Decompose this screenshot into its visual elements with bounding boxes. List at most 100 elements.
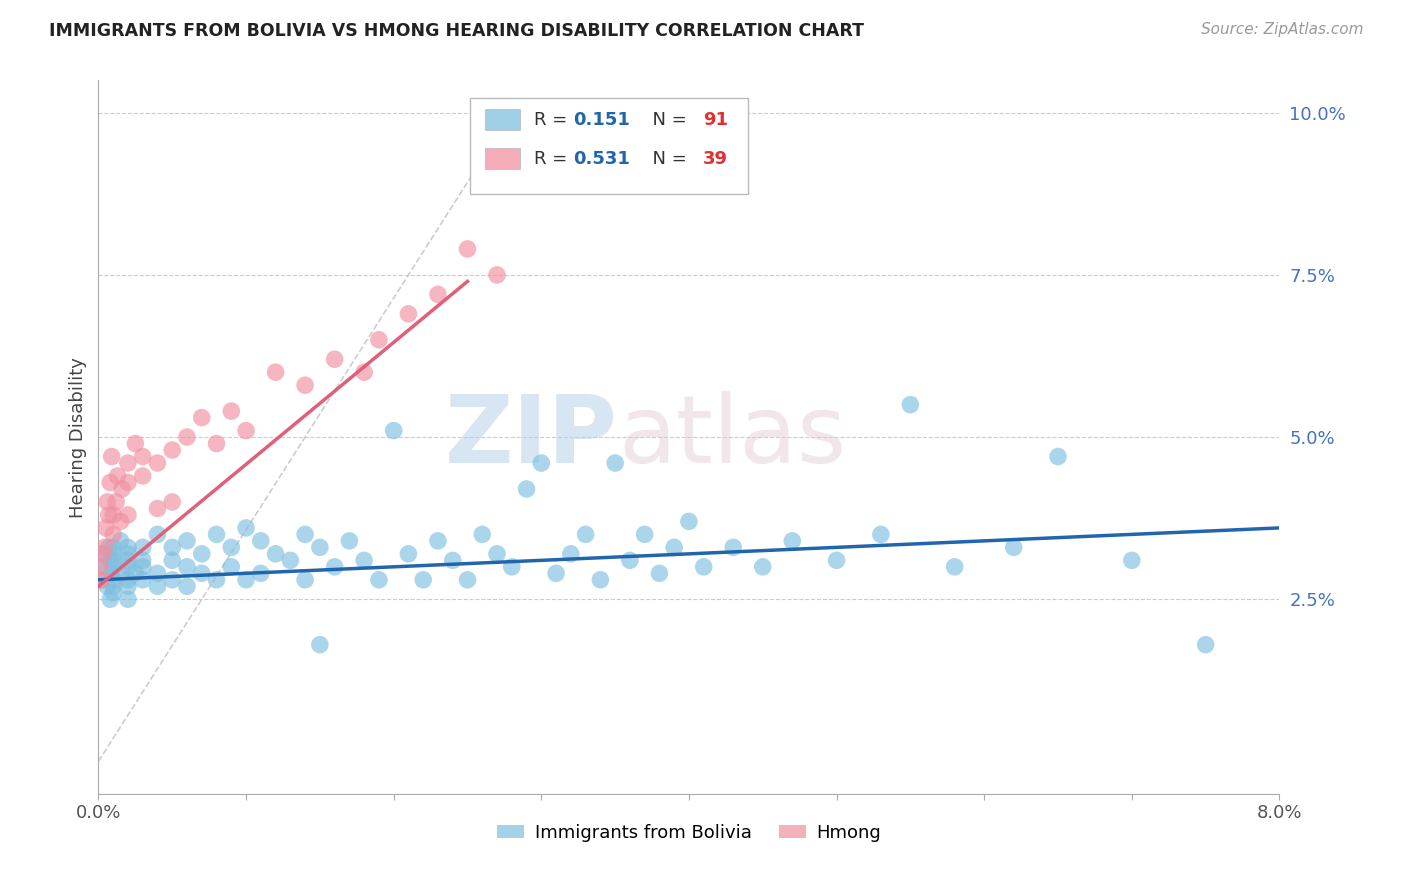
Hmong xyxy=(91,547,114,561)
Immigrants from Bolivia xyxy=(117,553,139,567)
Immigrants from Bolivia xyxy=(605,456,627,470)
Immigrants from Bolivia xyxy=(825,553,848,567)
Text: Source: ZipAtlas.com: Source: ZipAtlas.com xyxy=(1201,22,1364,37)
Hmong xyxy=(398,307,420,321)
Hmong xyxy=(457,242,479,256)
Immigrants from Bolivia xyxy=(1002,541,1025,555)
Immigrants from Bolivia xyxy=(117,547,139,561)
Hmong xyxy=(110,515,132,529)
Hmong xyxy=(486,268,509,282)
Hmong xyxy=(103,527,125,541)
Hmong xyxy=(100,450,122,464)
Immigrants from Bolivia xyxy=(132,559,155,574)
Immigrants from Bolivia xyxy=(634,527,657,541)
Hmong xyxy=(117,456,139,470)
Immigrants from Bolivia xyxy=(235,573,257,587)
Hmong xyxy=(235,424,257,438)
Immigrants from Bolivia xyxy=(132,541,155,555)
Hmong xyxy=(117,475,139,490)
Hmong xyxy=(94,521,117,535)
Immigrants from Bolivia xyxy=(250,566,273,581)
Immigrants from Bolivia xyxy=(323,559,346,574)
Immigrants from Bolivia xyxy=(221,541,243,555)
Immigrants from Bolivia xyxy=(100,566,122,581)
Immigrants from Bolivia xyxy=(117,573,139,587)
Legend: Immigrants from Bolivia, Hmong: Immigrants from Bolivia, Hmong xyxy=(489,817,889,849)
Immigrants from Bolivia xyxy=(103,541,125,555)
Immigrants from Bolivia xyxy=(176,579,198,593)
Text: IMMIGRANTS FROM BOLIVIA VS HMONG HEARING DISABILITY CORRELATION CHART: IMMIGRANTS FROM BOLIVIA VS HMONG HEARING… xyxy=(49,22,865,40)
Immigrants from Bolivia xyxy=(619,553,641,567)
Immigrants from Bolivia xyxy=(457,573,479,587)
Immigrants from Bolivia xyxy=(678,515,700,529)
Immigrants from Bolivia xyxy=(664,541,686,555)
Immigrants from Bolivia xyxy=(560,547,582,561)
Immigrants from Bolivia xyxy=(575,527,598,541)
Hmong xyxy=(105,495,128,509)
Immigrants from Bolivia xyxy=(146,566,169,581)
Hmong xyxy=(353,365,375,379)
Hmong xyxy=(117,508,139,522)
Immigrants from Bolivia xyxy=(94,559,117,574)
Immigrants from Bolivia xyxy=(117,559,139,574)
Immigrants from Bolivia xyxy=(191,547,214,561)
Immigrants from Bolivia xyxy=(117,579,139,593)
Immigrants from Bolivia xyxy=(235,521,257,535)
Immigrants from Bolivia xyxy=(103,559,125,574)
Text: ZIP: ZIP xyxy=(446,391,619,483)
FancyBboxPatch shape xyxy=(485,148,520,169)
Hmong xyxy=(98,475,121,490)
Hmong xyxy=(427,287,450,301)
Immigrants from Bolivia xyxy=(103,573,125,587)
Immigrants from Bolivia xyxy=(752,559,775,574)
Immigrants from Bolivia xyxy=(176,559,198,574)
Immigrants from Bolivia xyxy=(162,541,183,555)
Immigrants from Bolivia xyxy=(870,527,893,541)
Immigrants from Bolivia xyxy=(117,541,139,555)
Immigrants from Bolivia xyxy=(146,579,169,593)
Immigrants from Bolivia xyxy=(782,533,804,548)
Text: 91: 91 xyxy=(703,111,728,128)
Hmong xyxy=(162,495,183,509)
Immigrants from Bolivia xyxy=(103,579,125,593)
Text: 39: 39 xyxy=(703,150,728,168)
Immigrants from Bolivia xyxy=(530,456,553,470)
Immigrants from Bolivia xyxy=(648,566,671,581)
Immigrants from Bolivia xyxy=(1046,450,1070,464)
Immigrants from Bolivia xyxy=(124,566,146,581)
Immigrants from Bolivia xyxy=(264,547,287,561)
Hmong xyxy=(107,469,129,483)
Immigrants from Bolivia xyxy=(412,573,434,587)
Hmong xyxy=(89,559,111,574)
Text: R =: R = xyxy=(534,150,574,168)
Immigrants from Bolivia xyxy=(110,533,132,548)
Immigrants from Bolivia xyxy=(103,586,125,600)
Immigrants from Bolivia xyxy=(1121,553,1143,567)
Immigrants from Bolivia xyxy=(205,527,228,541)
Immigrants from Bolivia xyxy=(427,533,450,548)
Hmong xyxy=(146,456,169,470)
Immigrants from Bolivia xyxy=(309,638,332,652)
Immigrants from Bolivia xyxy=(1195,638,1218,652)
Immigrants from Bolivia xyxy=(205,573,228,587)
Hmong xyxy=(323,352,346,367)
Hmong xyxy=(111,482,134,496)
Immigrants from Bolivia xyxy=(280,553,302,567)
Hmong xyxy=(368,333,391,347)
Hmong xyxy=(124,436,146,450)
Immigrants from Bolivia xyxy=(546,566,568,581)
Text: 0.531: 0.531 xyxy=(574,150,630,168)
Text: atlas: atlas xyxy=(619,391,846,483)
Immigrants from Bolivia xyxy=(132,553,155,567)
Hmong xyxy=(176,430,198,444)
Immigrants from Bolivia xyxy=(943,559,966,574)
Immigrants from Bolivia xyxy=(501,559,523,574)
Immigrants from Bolivia xyxy=(398,547,420,561)
Immigrants from Bolivia xyxy=(900,398,922,412)
Hmong xyxy=(132,469,155,483)
Y-axis label: Hearing Disability: Hearing Disability xyxy=(69,357,87,517)
Immigrants from Bolivia xyxy=(221,559,243,574)
Immigrants from Bolivia xyxy=(162,573,183,587)
Immigrants from Bolivia xyxy=(471,527,494,541)
Immigrants from Bolivia xyxy=(191,566,214,581)
